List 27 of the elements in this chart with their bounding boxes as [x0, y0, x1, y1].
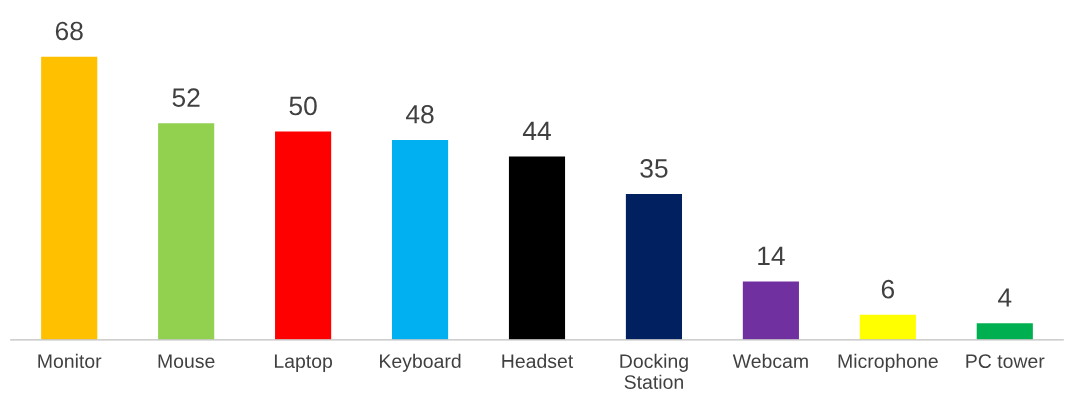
- bar: [41, 56, 98, 340]
- bar: [158, 123, 215, 340]
- data-label: 50: [289, 96, 317, 116]
- x-tick-label: Microphone: [838, 353, 938, 372]
- bar: [742, 281, 799, 340]
- x-tick-label: PC tower: [966, 354, 1045, 369]
- data-label: 52: [172, 88, 200, 107]
- bar: [976, 323, 1033, 340]
- data-label: 44: [522, 121, 551, 141]
- bar: [625, 194, 683, 340]
- x-tick-label: Mouse: [158, 354, 215, 369]
- bar: [508, 156, 566, 340]
- data-label: 4: [998, 288, 1012, 307]
- data-label: 48: [405, 104, 434, 124]
- x-tick-label: Monitor: [38, 353, 102, 369]
- bar: [859, 314, 916, 340]
- bar: [391, 139, 449, 340]
- x-tick-label: Laptop: [274, 354, 333, 372]
- data-label: 14: [758, 246, 785, 265]
- x-tick-label: Webcam: [732, 353, 808, 369]
- data-label: 68: [55, 21, 83, 41]
- bar: [275, 131, 332, 340]
- data-label: 35: [640, 159, 668, 178]
- x-tick-label: Docking Station: [620, 353, 688, 389]
- x-tick-label: Headset: [502, 353, 574, 369]
- x-tick-label: Keyboard: [380, 353, 461, 372]
- data-label: 6: [881, 279, 895, 299]
